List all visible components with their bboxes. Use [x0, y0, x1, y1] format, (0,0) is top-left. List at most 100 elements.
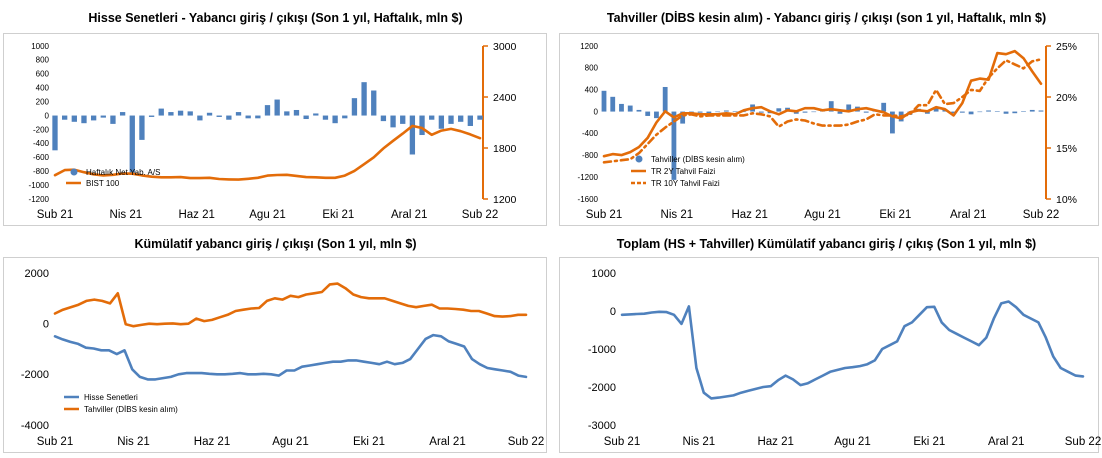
series-line	[53, 333, 528, 381]
bar	[662, 86, 668, 112]
x-tick-label: Nis 21	[683, 436, 716, 448]
y-tick-label: 2000	[25, 268, 49, 280]
bar	[81, 115, 87, 124]
bar	[933, 107, 939, 112]
x-tick-label: Sub 22	[1065, 436, 1101, 448]
legend-marker	[70, 168, 78, 176]
y-tick-label: -200	[33, 125, 50, 134]
chart-title: Tahviller (DİBS kesin alım) - Yabancı gi…	[606, 11, 1047, 25]
y-tick-label: 1200	[580, 42, 598, 51]
y-tick-label: 0	[610, 306, 616, 318]
legend-label: TR 10Y Tahvil Faizi	[651, 179, 720, 188]
bar	[62, 115, 68, 120]
y-tick-label: 1000	[592, 268, 616, 280]
bar	[448, 115, 454, 124]
x-tick-label: Agu 21	[834, 436, 870, 448]
y-tick-label: 200	[36, 97, 50, 106]
bar	[837, 111, 843, 114]
x-tick-label: Sub 22	[462, 209, 498, 221]
bar	[429, 115, 435, 120]
y2-tick-label: 20%	[1056, 92, 1077, 104]
bar	[235, 112, 242, 116]
x-tick-label: Eki 21	[322, 209, 354, 221]
chart-frame	[559, 257, 1099, 453]
legend-label: Haftalık Net Yab. A/S	[86, 168, 160, 177]
bar	[409, 115, 416, 155]
x-tick-label: Eki 21	[879, 209, 911, 221]
bar	[645, 111, 651, 116]
bar	[732, 111, 738, 112]
bar	[274, 99, 280, 116]
bar	[697, 111, 703, 113]
y2-tick-label: 10%	[1056, 194, 1077, 206]
y2-tick-label: 2400	[493, 92, 517, 104]
bar	[197, 115, 203, 121]
bar	[968, 111, 974, 115]
bar	[671, 111, 677, 180]
y-tick-label: -4000	[21, 420, 49, 432]
chart-frame	[3, 257, 547, 453]
chart-panel-equities-weekly: Hisse Senetleri - Yabancı giriş / çıkışı…	[0, 0, 551, 229]
bar	[1021, 111, 1026, 112]
chart-frame	[3, 33, 547, 226]
chart-panel-cumulative: Kümülatif yabancı giriş / çıkışı (Son 1 …	[0, 229, 551, 458]
x-tick-label: Sub 22	[508, 436, 544, 448]
bar	[959, 111, 965, 113]
bar	[71, 115, 77, 122]
bar	[100, 115, 106, 118]
bar	[610, 96, 616, 112]
bar	[168, 112, 174, 116]
x-tick-label: Agu 21	[249, 209, 285, 221]
bar	[226, 115, 232, 120]
x-tick-label: Agu 21	[804, 209, 840, 221]
bar	[351, 98, 358, 116]
legend-label: Hisse Senetleri	[84, 393, 138, 402]
bar	[342, 115, 348, 119]
x-tick-label: Sub 21	[37, 209, 73, 221]
bar	[284, 111, 290, 116]
bar	[636, 109, 642, 112]
bar	[110, 115, 116, 124]
bar	[994, 111, 1000, 112]
chart-cumulative: 2000 0 -2000 -4000 Sub 21 Nis 21 Haz 21 Agu 21 E…	[21, 268, 544, 448]
bar	[706, 111, 712, 114]
x-tick-label: Eki 21	[913, 436, 945, 448]
x-tick-label: Sub 21	[37, 436, 73, 448]
bar	[811, 111, 817, 113]
series-line	[602, 58, 1043, 164]
bar	[90, 115, 97, 121]
bar	[371, 90, 377, 116]
x-tick-label: Haz 21	[178, 209, 214, 221]
chart-equities-weekly: 1000 800 600 400 200 0 -200 -400 -600 -800 -1000 -1…	[29, 41, 517, 221]
bar	[313, 113, 319, 116]
x-tick-label: Haz 21	[731, 209, 767, 221]
y2-tick-label: 3000	[493, 41, 517, 53]
y-tick-label: 0	[594, 107, 599, 116]
y-tick-label: 0	[43, 319, 49, 331]
y-tick-label: 800	[36, 56, 50, 65]
bar	[951, 111, 957, 114]
bar	[293, 109, 300, 116]
x-tick-label: Aral 21	[429, 436, 465, 448]
y-tick-label: 1000	[31, 42, 49, 51]
bar	[322, 115, 329, 120]
bar	[776, 108, 782, 112]
y-tick-label: -1000	[29, 181, 50, 190]
bar	[828, 101, 834, 112]
x-tick-label: Nis 21	[110, 209, 143, 221]
y-tick-label: -1200	[29, 195, 50, 204]
x-tick-label: Nis 21	[661, 209, 694, 221]
legend-label: Tahviller (DİBS kesin alım)	[651, 155, 745, 164]
chart-frame	[559, 33, 1099, 226]
x-tick-label: Eki 21	[353, 436, 385, 448]
y-tick-label: 800	[585, 64, 599, 73]
bar	[680, 111, 686, 124]
chart-total-cumulative: 1000 0 -1000 -2000 -3000 Sub 21 Nis 21 Haz 21 Ag…	[588, 268, 1101, 448]
bar	[187, 111, 193, 116]
bar	[1012, 111, 1018, 114]
bar	[148, 115, 155, 117]
bar	[977, 111, 983, 113]
bar	[846, 104, 852, 112]
bar	[654, 111, 659, 119]
series-line	[53, 124, 482, 181]
